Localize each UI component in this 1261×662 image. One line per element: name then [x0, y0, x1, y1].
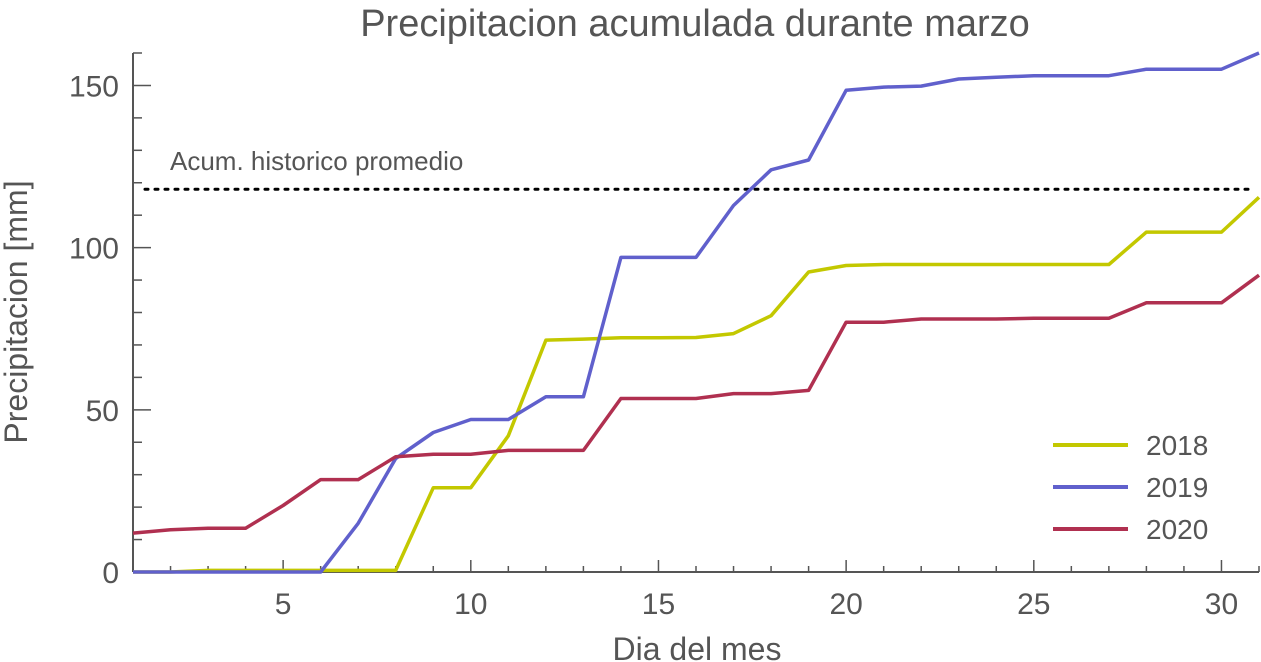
chart-title: Precipitacion acumulada durante marzo	[360, 3, 1030, 45]
y-tick-label: 50	[86, 395, 119, 428]
x-tick-label: 15	[642, 588, 675, 621]
legend-label-2018: 2018	[1146, 430, 1208, 461]
series-line-2018	[133, 196, 1261, 574]
y-tick-label: 0	[102, 557, 119, 590]
axes: 5 10 15 20 25 30 0 50 100 150	[69, 52, 1260, 621]
reference-line-label: Acum. historico promedio	[170, 146, 463, 176]
legend-label-2020: 2020	[1146, 514, 1208, 545]
reference-line-group: Acum. historico promedio	[143, 146, 1253, 191]
series-line-2019	[133, 51, 1260, 574]
series-line-2020	[132, 273, 1261, 535]
x-tick-label: 5	[275, 588, 292, 621]
series-lines	[132, 51, 1261, 574]
x-tick-label: 30	[1205, 588, 1238, 621]
y-tick-label: 100	[69, 233, 119, 266]
legend-label-2019: 2019	[1146, 472, 1208, 503]
x-tick-label: 20	[829, 588, 862, 621]
x-tick-label: 25	[1017, 588, 1050, 621]
x-tick-label: 10	[454, 588, 487, 621]
y-axis-title: Precipitacion [mm]	[0, 180, 34, 443]
legend: 2018 2019 2020	[1053, 430, 1208, 545]
y-tick-label: 150	[69, 70, 119, 103]
x-axis-title: Dia del mes	[613, 631, 782, 662]
